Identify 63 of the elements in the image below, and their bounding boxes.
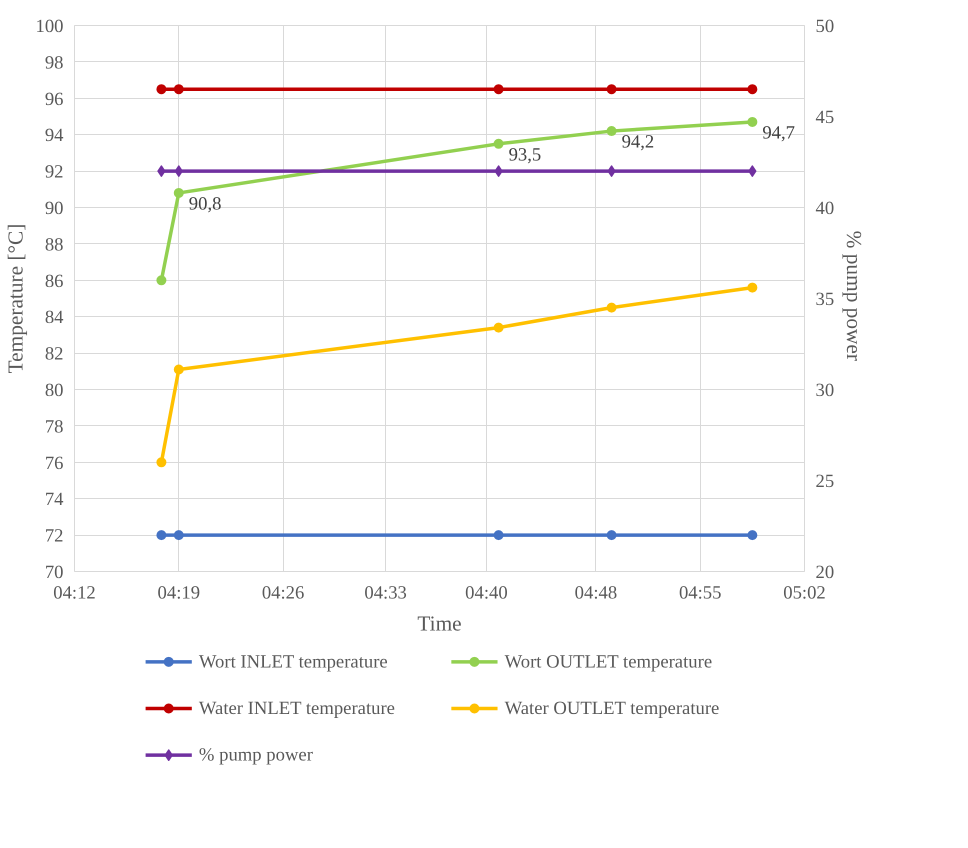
point xyxy=(156,275,166,286)
point xyxy=(156,84,166,94)
y-tick-label: 72 xyxy=(44,526,64,547)
x-tick-label: 05:02 xyxy=(783,582,826,604)
point xyxy=(174,84,184,94)
y-tick-label: 82 xyxy=(44,344,64,365)
y-tick-label: 76 xyxy=(44,452,64,474)
y2-tick-label: 35 xyxy=(816,289,834,310)
y-tick-label: 70 xyxy=(44,562,64,583)
y-tick-label: 80 xyxy=(44,380,64,401)
legend-label: Water OUTLET temperature xyxy=(504,698,720,719)
data-label: 90,8 xyxy=(188,193,222,214)
point xyxy=(747,84,758,94)
y-tick-label: 92 xyxy=(44,162,64,183)
data-label: 94,7 xyxy=(762,122,796,144)
point xyxy=(494,84,504,94)
x-tick-label: 04:26 xyxy=(262,582,304,604)
y2-tick-label: 25 xyxy=(816,471,834,492)
y2-axis-title: % pump power xyxy=(842,230,866,361)
data-label: 93,5 xyxy=(508,144,542,166)
legend-label: Wort INLET temperature xyxy=(198,651,388,672)
y-tick-label: 90 xyxy=(44,198,64,219)
x-tick-label: 04:40 xyxy=(465,582,508,604)
y-tick-label: 96 xyxy=(44,88,64,110)
point xyxy=(494,322,504,333)
y-tick-label: 86 xyxy=(44,270,64,292)
point xyxy=(606,530,617,540)
point xyxy=(494,530,504,540)
y-tick-label: 88 xyxy=(44,234,64,256)
x-tick-label: 04:55 xyxy=(678,582,722,604)
y-axis-title: Temperature [°C] xyxy=(4,224,28,374)
y-tick-label: 94 xyxy=(44,125,64,146)
y2-tick-label: 40 xyxy=(816,198,834,219)
x-tick-label: 04:33 xyxy=(364,582,407,604)
point xyxy=(747,282,758,293)
legend-label: Wort OUTLET temperature xyxy=(504,651,712,672)
point xyxy=(174,530,184,540)
y-tick-label: 84 xyxy=(44,307,64,328)
point xyxy=(606,84,617,94)
y2-tick-label: 50 xyxy=(816,16,834,37)
point xyxy=(747,530,758,540)
point xyxy=(606,302,617,313)
y-tick-label: 74 xyxy=(44,489,64,510)
x-tick-label: 04:48 xyxy=(574,582,618,604)
y-tick-label: 100 xyxy=(36,16,64,37)
y2-tick-label: 30 xyxy=(816,380,834,401)
y2-tick-label: 20 xyxy=(816,562,834,583)
x-tick-label: 04:19 xyxy=(158,582,200,604)
legend-label: % pump power xyxy=(198,744,314,766)
point xyxy=(156,530,166,540)
point xyxy=(174,364,184,374)
y-tick-label: 78 xyxy=(44,416,64,438)
point xyxy=(494,138,504,149)
legend-label: Water INLET temperature xyxy=(198,698,395,719)
point xyxy=(174,188,184,198)
y-tick-label: 98 xyxy=(44,52,64,74)
point xyxy=(156,457,166,468)
point xyxy=(747,116,758,127)
point xyxy=(606,126,617,136)
y2-tick-label: 45 xyxy=(816,107,834,128)
data-label: 94,2 xyxy=(622,132,654,153)
x-tick-label: 04:12 xyxy=(53,582,96,604)
x-axis-title: Time xyxy=(417,612,462,636)
